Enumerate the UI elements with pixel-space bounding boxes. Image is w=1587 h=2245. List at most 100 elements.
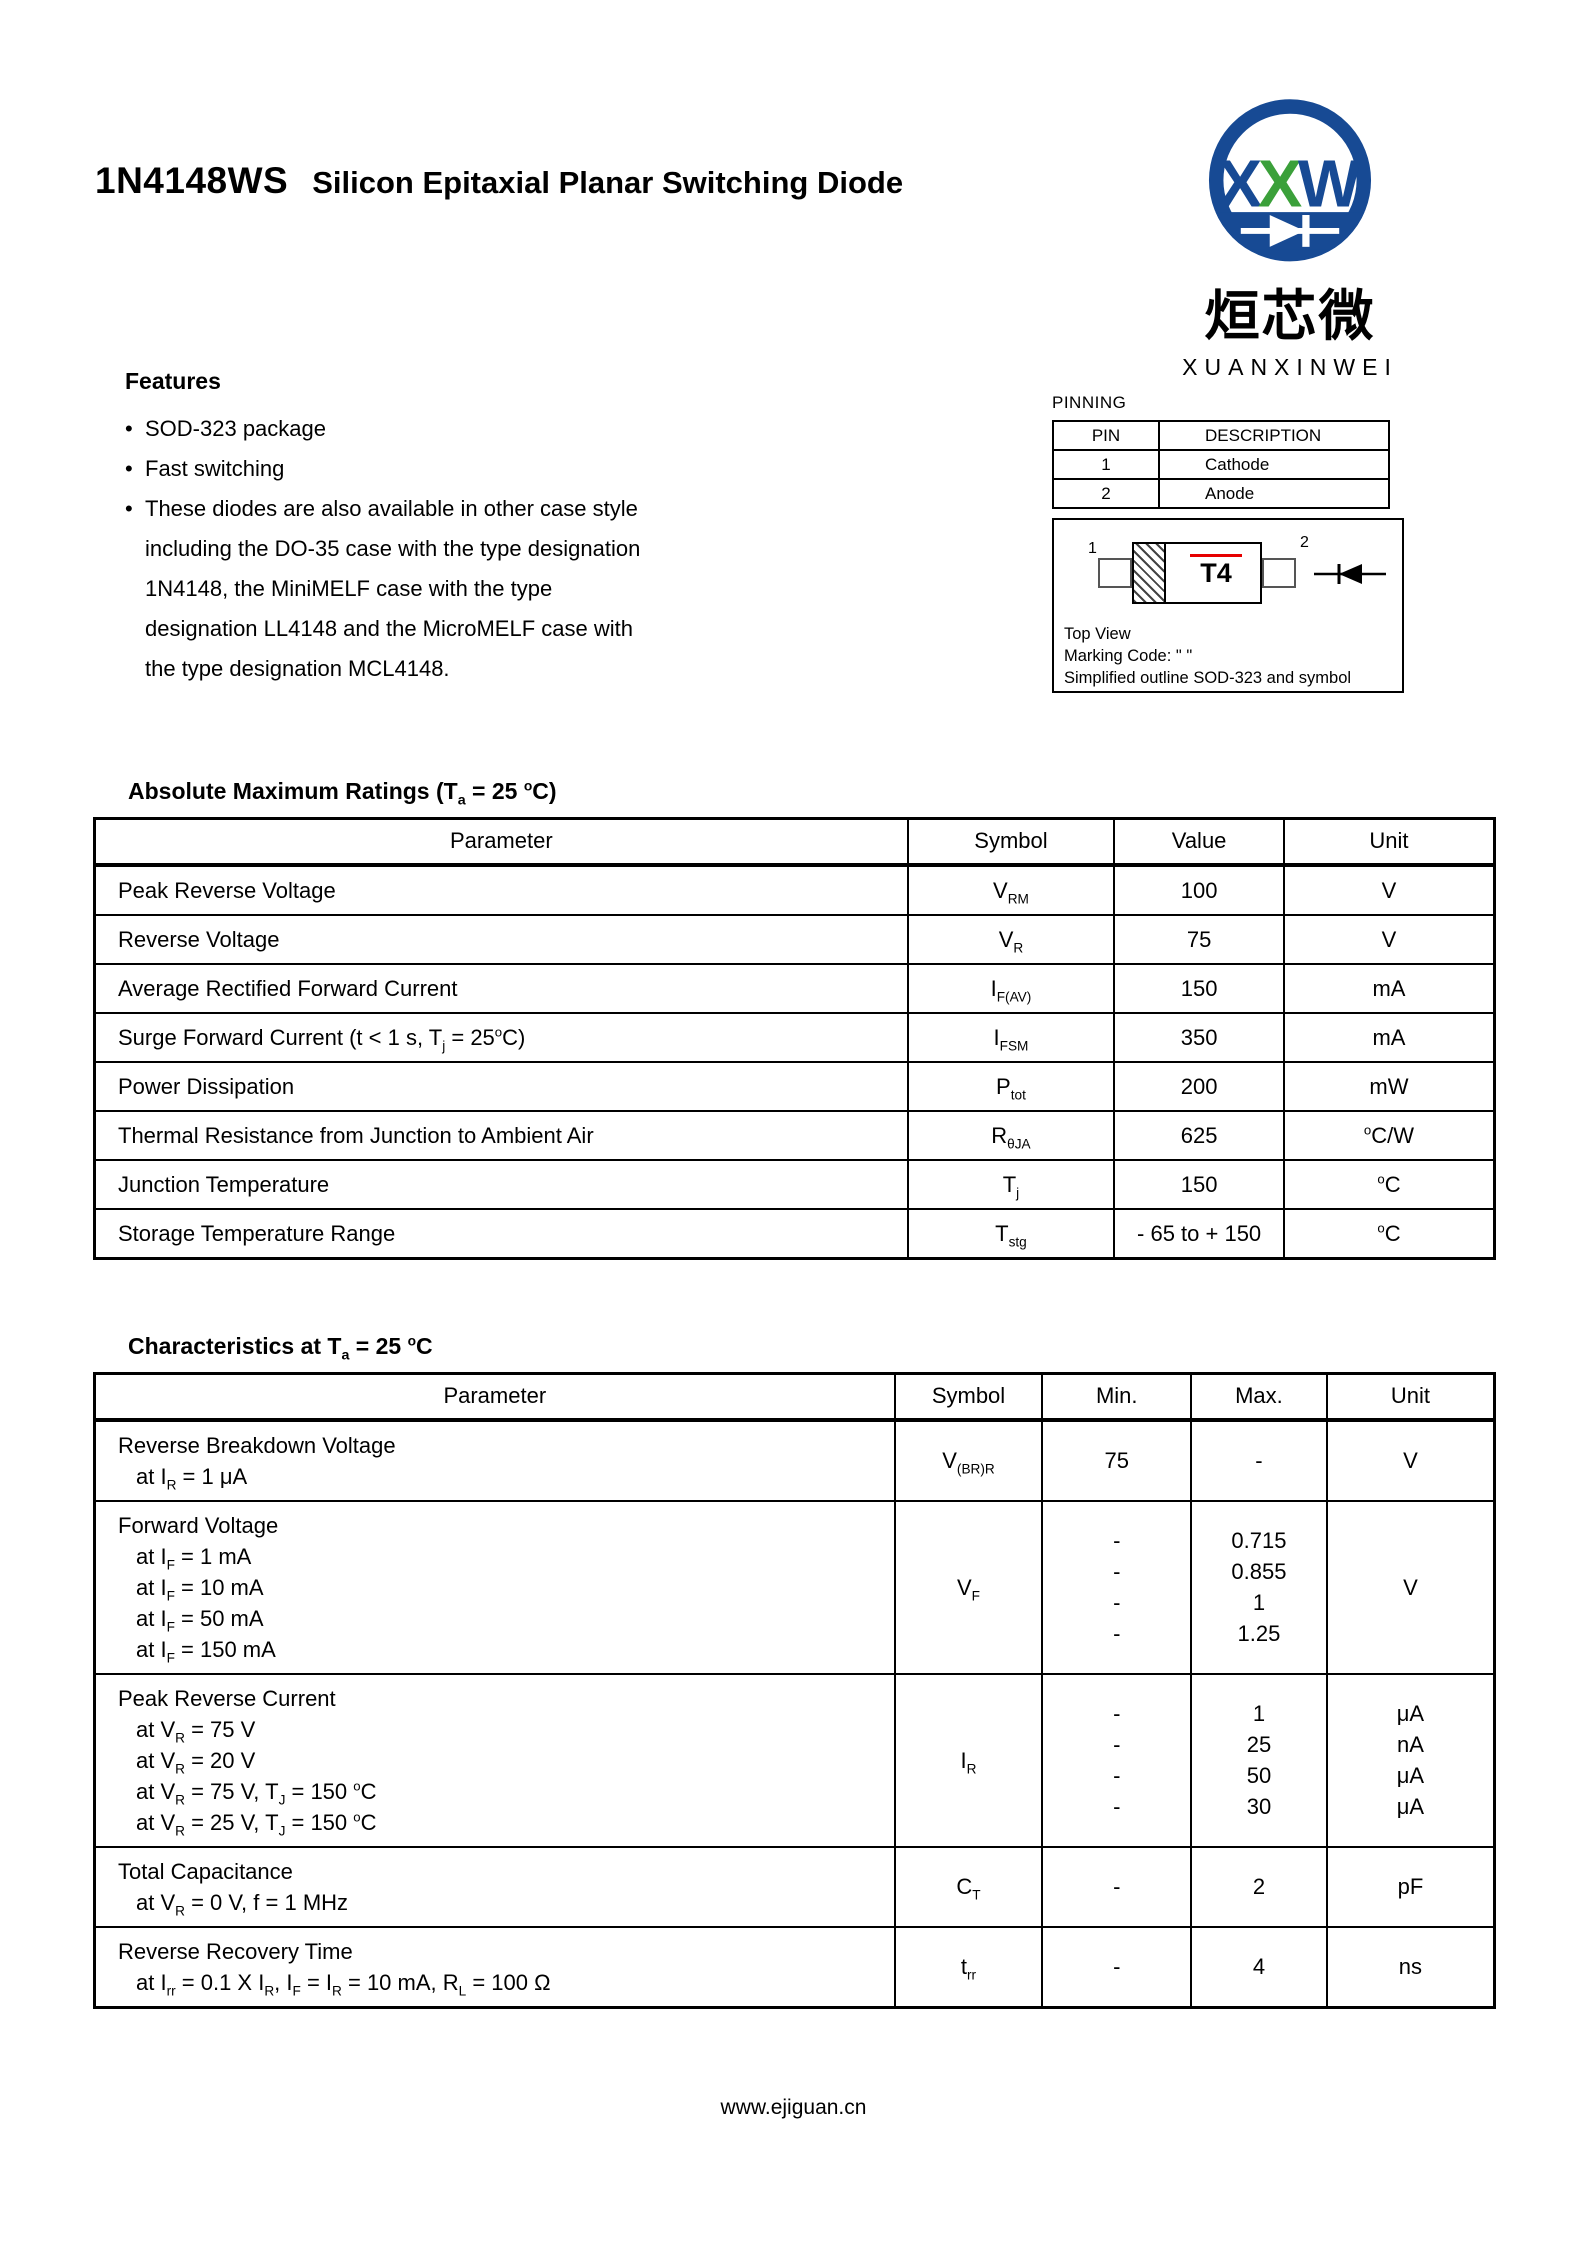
part-description: Silicon Epitaxial Planar Switching Diode xyxy=(312,165,904,200)
diode-symbol-icon xyxy=(1314,564,1386,584)
logo-diode-icon xyxy=(1240,215,1340,247)
marking-code: T4 xyxy=(1200,558,1232,588)
pin-description: Anode xyxy=(1158,478,1390,509)
value-cell: 150 xyxy=(1113,1158,1285,1210)
table-header-row: PIN DESCRIPTION xyxy=(1052,420,1390,451)
max-cell: 4 xyxy=(1190,1925,1328,2008)
min-cell: ---- xyxy=(1041,1499,1193,1675)
table-row: Peak Reverse Voltage VRM 100 V xyxy=(93,863,1496,916)
table-row: Surge Forward Current (t < 1 s, Tj = 25o… xyxy=(93,1011,1496,1063)
col-header-max: Max. xyxy=(1190,1372,1328,1422)
col-header-parameter: Parameter xyxy=(93,1372,896,1422)
package-pin1-lead xyxy=(1098,558,1132,588)
unit-cell: V xyxy=(1325,1499,1496,1675)
footer-url: www.ejiguan.cn xyxy=(720,2096,867,2119)
parameter-cell: Junction Temperature xyxy=(93,1158,909,1210)
parameter-cell: Reverse Breakdown Voltage at IR = 1 μA xyxy=(93,1418,896,1502)
parameter-cell: Forward Voltage at IF = 1 mA at IF = 10 m… xyxy=(93,1499,896,1675)
pin-number: 2 xyxy=(1052,478,1160,509)
parameter-cell: Peak Reverse Voltage xyxy=(93,863,909,916)
col-header-symbol: Symbol xyxy=(906,817,1116,867)
table-row: Reverse Recovery Time at Irr = 0.1 X IR,… xyxy=(93,1925,1496,2008)
company-name-cn: 烜芯微 xyxy=(1204,285,1376,347)
feature-text: Fast switching xyxy=(145,456,285,481)
unit-cell: ns xyxy=(1325,1925,1496,2008)
col-header-value: Value xyxy=(1113,817,1285,867)
table-row: Reverse Voltage VR 75 V xyxy=(93,913,1496,965)
page-title: 1N4148WS Silicon Epitaxial Planar Switch… xyxy=(95,160,1085,202)
symbol-cell: VF xyxy=(893,1499,1044,1675)
table-header-row: Parameter Symbol Value Unit xyxy=(93,817,1496,867)
unit-cell: V xyxy=(1282,913,1496,965)
col-header-description: DESCRIPTION xyxy=(1158,420,1390,451)
pin-number: 1 xyxy=(1052,449,1160,480)
symbol-cell: trr xyxy=(893,1925,1044,2008)
col-header-min: Min. xyxy=(1041,1372,1193,1422)
symbol-cell: CT xyxy=(893,1845,1044,1928)
features-heading: Features xyxy=(125,368,221,394)
table-row: Average Rectified Forward Current IF(AV)… xyxy=(93,962,1496,1014)
logo-mark-icon: XXW xyxy=(1208,99,1372,262)
pinning-heading: PINNING xyxy=(1052,393,1127,412)
value-cell: 100 xyxy=(1113,863,1285,916)
marking-overline xyxy=(1190,554,1242,557)
value-cell: 75 xyxy=(1113,913,1285,965)
symbol-cell: Tstg xyxy=(906,1207,1116,1259)
parameter-conditions: at IF = 1 mA at IF = 10 mA at IF = 50 mA at… xyxy=(136,1543,276,1665)
table-row: Storage Temperature Range Tstg - 65 to +… xyxy=(93,1207,1496,1259)
parameter-cell: Average Rectified Forward Current xyxy=(93,962,909,1014)
value-cell: - 65 to + 150 xyxy=(1113,1207,1285,1259)
unit-cell: mA xyxy=(1282,962,1496,1014)
symbol-cell: Ptot xyxy=(906,1060,1116,1112)
min-cell: 75 xyxy=(1041,1418,1193,1502)
max-cell: 2 xyxy=(1190,1845,1328,1928)
parameter-name: Reverse Breakdown Voltage xyxy=(118,1432,396,1458)
features-section: Features • SOD-323 package • Fast switch… xyxy=(125,368,785,689)
feature-text: These diodes are also available in other… xyxy=(145,496,641,681)
table-row: 1 Cathode xyxy=(1052,449,1390,480)
package-outline-figure: 1 T4 2 Top View Marking Code: " " Simplifi… xyxy=(1052,518,1404,693)
value-cell: 625 xyxy=(1113,1109,1285,1161)
value-cell: 200 xyxy=(1113,1060,1285,1112)
feature-text: SOD-323 package xyxy=(145,416,326,441)
max-cell: - xyxy=(1190,1418,1328,1502)
characteristics-table: Parameter Symbol Min. Max. Unit Reverse … xyxy=(93,1372,1496,2009)
col-header-parameter: Parameter xyxy=(93,817,909,867)
package-caption: Top View Marking Code: " " Simplified outl… xyxy=(1064,625,1352,687)
table-row: Total Capacitance at VR = 0 V, f = 1 MHz… xyxy=(93,1845,1496,1928)
unit-cell: oC xyxy=(1282,1158,1496,1210)
unit-cell: V xyxy=(1282,863,1496,916)
parameter-name: Total Capacitance xyxy=(118,1858,293,1884)
parameter-cell: Surge Forward Current (t < 1 s, Tj = 25o… xyxy=(93,1011,909,1063)
symbol-cell: RθJA xyxy=(906,1109,1116,1161)
feature-item: • SOD-323 package xyxy=(125,409,785,449)
bullet-icon: • xyxy=(125,416,133,441)
abs-max-heading: Absolute Maximum Ratings (Ta = 25 oC) xyxy=(128,778,557,809)
col-header-unit: Unit xyxy=(1282,817,1496,867)
symbol-cell: IR xyxy=(893,1672,1044,1848)
cathode-band xyxy=(1134,544,1166,602)
unit-cell: oC xyxy=(1282,1207,1496,1259)
part-number: 1N4148WS xyxy=(95,160,289,201)
parameter-cell: Reverse Recovery Time at Irr = 0.1 X IR,… xyxy=(93,1925,896,2008)
bullet-icon: • xyxy=(125,456,133,481)
feature-item: • These diodes are also available in oth… xyxy=(125,489,785,689)
bullet-icon: • xyxy=(125,496,133,521)
table-row: 2 Anode xyxy=(1052,478,1390,509)
parameter-conditions: at VR = 0 V, f = 1 MHz xyxy=(136,1889,349,1918)
max-cell: 0.715 0.855 1 1.25 xyxy=(1190,1499,1328,1675)
symbol-cell: Tj xyxy=(906,1158,1116,1210)
table-row: Junction Temperature Tj 150 oC xyxy=(93,1158,1496,1210)
parameter-cell: Reverse Voltage xyxy=(93,913,909,965)
parameter-cell: Power Dissipation xyxy=(93,1060,909,1112)
parameter-conditions: at IR = 1 μA xyxy=(136,1463,248,1492)
value-cell: 350 xyxy=(1113,1011,1285,1063)
parameter-cell: Total Capacitance at VR = 0 V, f = 1 MHz xyxy=(93,1845,896,1928)
feature-item: • Fast switching xyxy=(125,449,785,489)
symbol-cell: VRM xyxy=(906,863,1116,916)
symbol-cell: VR xyxy=(906,913,1116,965)
unit-cell: V xyxy=(1325,1418,1496,1502)
